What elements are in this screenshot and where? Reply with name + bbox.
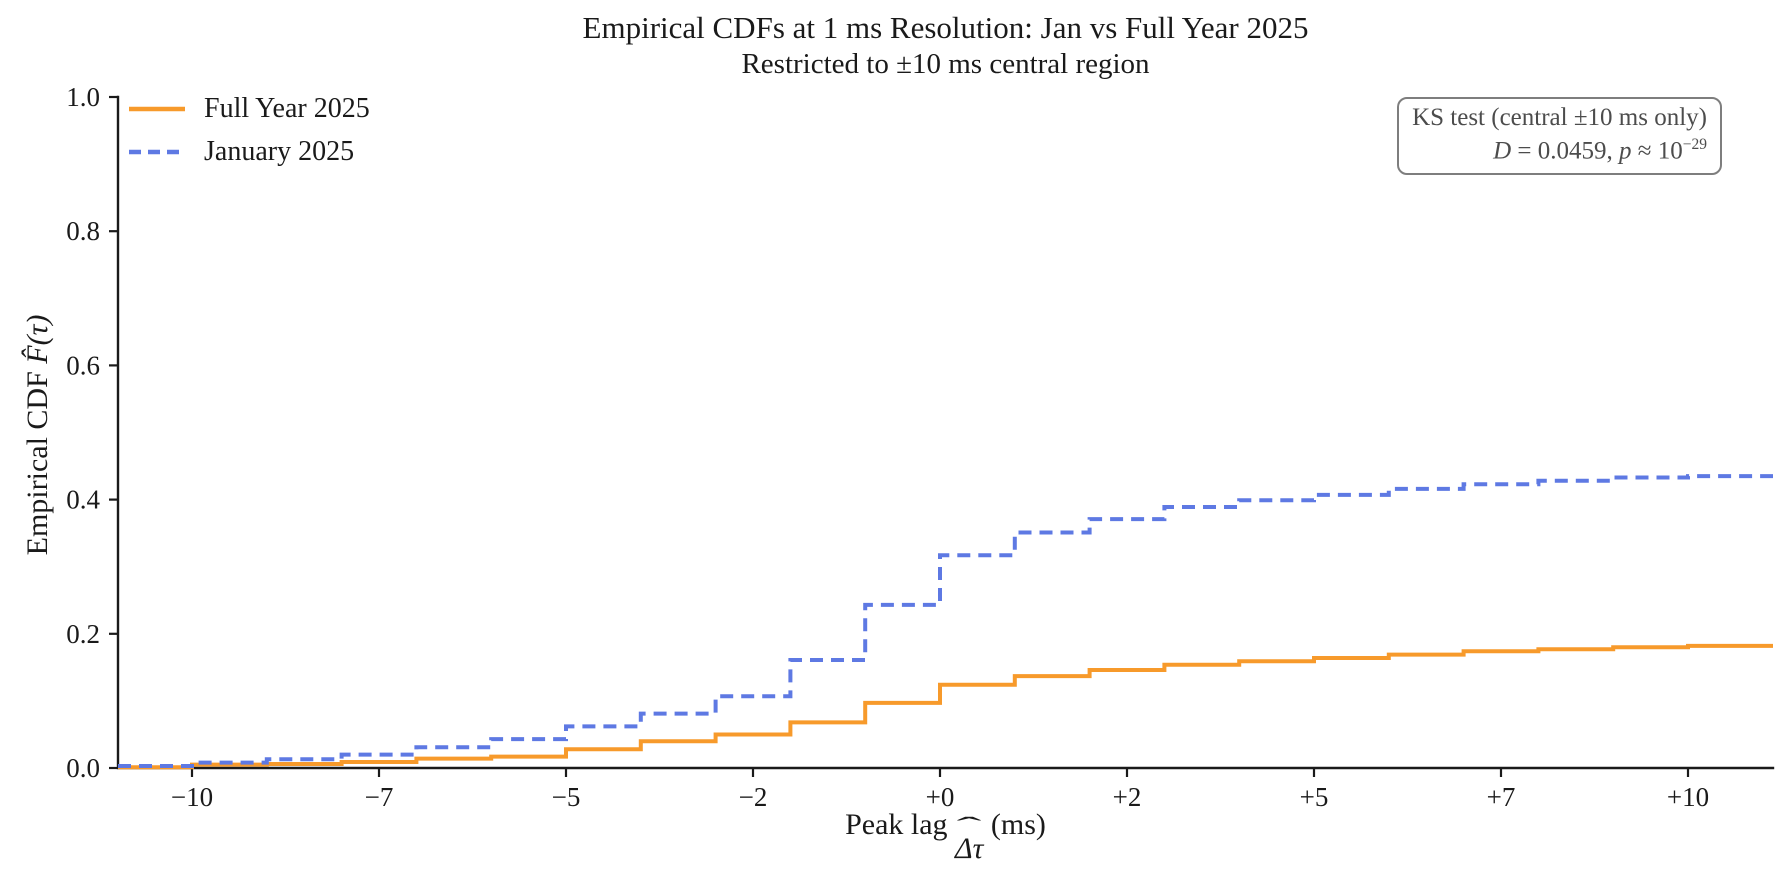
y-axis-label-prefix: Empirical CDF xyxy=(21,363,54,556)
ks-d-value: = 0.0459, xyxy=(1511,136,1620,164)
chart-title-line2: Restricted to ±10 ms central region xyxy=(741,47,1150,80)
x-tick-label: −10 xyxy=(171,782,213,812)
y-tick-label: 0.0 xyxy=(66,753,100,783)
chart-title-line1: Empirical CDFs at 1 ms Resolution: Jan v… xyxy=(582,10,1309,45)
legend-item-full-year: Full Year 2025 xyxy=(128,92,370,126)
x-tick-label: +10 xyxy=(1667,782,1709,812)
ecdf-curve-january-2025 xyxy=(118,474,1773,768)
y-tick-label: 1.0 xyxy=(66,82,100,112)
legend: Full Year 2025 January 2025 xyxy=(128,92,370,169)
ks-d-symbol: D xyxy=(1493,136,1512,164)
y-axis-label: Empirical CDF F̂(τ) xyxy=(21,215,55,655)
ks-test-annotation-box: KS test (central ±10 ms only) D = 0.0459… xyxy=(1397,97,1722,176)
ks-test-stats: D = 0.0459, p ≈ 10−29 xyxy=(1412,135,1707,168)
legend-label-january: January 2025 xyxy=(204,136,355,167)
ks-test-title: KS test (central ±10 ms only) xyxy=(1412,104,1707,131)
x-tick-label: +2 xyxy=(1113,782,1142,812)
x-tick-label: −5 xyxy=(552,782,581,812)
y-tick-label: 0.8 xyxy=(66,216,100,246)
delta-tau-symbol: Δτ xyxy=(955,832,984,865)
ks-p-symbol: p xyxy=(1619,136,1632,164)
chart-title: Empirical CDFs at 1 ms Resolution: Jan v… xyxy=(118,10,1773,81)
x-tick-label: +0 xyxy=(926,782,955,812)
x-tick-label: +7 xyxy=(1487,782,1516,812)
axes-spines xyxy=(116,95,1775,770)
f-hat-tau-symbol: F̂(τ) xyxy=(21,314,54,364)
x-tick-label: −2 xyxy=(739,782,768,812)
x-axis-label: Peak lag ˆ Δτ (ms) xyxy=(118,808,1773,864)
x-axis-label-suffix: (ms) xyxy=(983,808,1046,841)
y-tick-label: 0.4 xyxy=(66,485,100,515)
x-tick-label: −7 xyxy=(365,782,394,812)
legend-label-full-year: Full Year 2025 xyxy=(204,93,370,124)
x-axis-widehat-term: ˆ Δτ xyxy=(955,813,984,865)
y-tick-label: 0.6 xyxy=(66,350,100,380)
widehat-accent: ˆ xyxy=(956,813,982,841)
ecdf-curve-full-year-2025 xyxy=(118,643,1773,770)
legend-item-january: January 2025 xyxy=(128,135,370,169)
ks-p-approx: ≈ 10 xyxy=(1631,136,1683,164)
x-tick-label: +5 xyxy=(1300,782,1329,812)
x-axis-label-prefix: Peak lag xyxy=(845,808,956,841)
ks-p-exponent: −29 xyxy=(1682,135,1707,153)
y-tick-label: 0.2 xyxy=(66,619,100,649)
legend-line-dashed-icon xyxy=(129,149,185,155)
legend-line-solid-icon xyxy=(129,106,185,112)
